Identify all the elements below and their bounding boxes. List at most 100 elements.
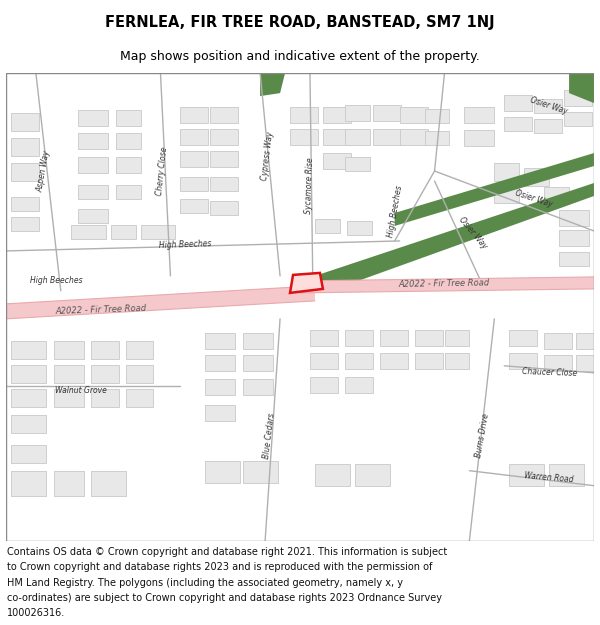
Bar	[91, 365, 119, 382]
Bar	[494, 163, 519, 181]
Text: A2022 - Fir Tree Road: A2022 - Fir Tree Road	[399, 279, 490, 289]
Bar	[11, 217, 39, 231]
Bar	[11, 113, 39, 131]
Bar	[54, 471, 84, 496]
Bar	[509, 464, 544, 486]
Bar	[345, 129, 370, 145]
Polygon shape	[300, 277, 594, 293]
Bar	[205, 461, 240, 482]
Bar	[116, 110, 140, 126]
Bar	[576, 355, 594, 371]
Bar	[181, 151, 208, 167]
Bar	[494, 187, 519, 203]
Bar	[211, 201, 238, 215]
Bar	[11, 471, 46, 496]
Bar	[509, 353, 537, 369]
Polygon shape	[6, 286, 315, 319]
Text: Contains OS data © Crown copyright and database right 2021. This information is : Contains OS data © Crown copyright and d…	[7, 547, 448, 557]
Bar	[11, 138, 39, 156]
Bar	[54, 389, 84, 407]
Text: Burns Drive: Burns Drive	[474, 413, 491, 459]
Bar	[373, 105, 401, 121]
Polygon shape	[300, 183, 594, 293]
Text: High Beeches: High Beeches	[29, 276, 82, 286]
Bar	[380, 353, 407, 369]
Bar	[400, 129, 428, 145]
Bar	[524, 168, 549, 186]
Bar	[243, 461, 278, 482]
Bar	[116, 133, 140, 149]
Bar	[505, 117, 532, 131]
Bar	[425, 109, 449, 123]
Bar	[211, 177, 238, 191]
Bar	[11, 341, 46, 359]
Text: to Crown copyright and database rights 2023 and is reproduced with the permissio: to Crown copyright and database rights 2…	[7, 562, 433, 572]
Bar	[345, 353, 373, 369]
Bar	[445, 330, 469, 346]
Bar	[78, 209, 107, 223]
Bar	[54, 365, 84, 382]
Bar	[91, 471, 125, 496]
Bar	[323, 129, 351, 145]
Bar	[415, 353, 443, 369]
Bar	[71, 225, 106, 239]
Bar	[564, 90, 592, 106]
Bar	[78, 185, 107, 199]
Bar	[549, 464, 584, 486]
Bar	[445, 353, 469, 369]
Polygon shape	[260, 73, 285, 96]
Bar	[564, 112, 592, 126]
Text: Osier Way: Osier Way	[529, 96, 569, 116]
Bar	[11, 197, 39, 211]
Bar	[345, 157, 370, 171]
Bar	[116, 157, 140, 173]
Text: High Beeches: High Beeches	[386, 184, 404, 238]
Bar	[91, 341, 119, 359]
Bar	[11, 445, 46, 462]
Bar	[380, 330, 407, 346]
Bar	[310, 377, 338, 392]
Text: Blue Cedars: Blue Cedars	[262, 412, 277, 459]
Bar	[345, 330, 373, 346]
Bar	[373, 129, 401, 145]
Bar	[576, 333, 594, 349]
Polygon shape	[569, 73, 594, 103]
Bar	[181, 107, 208, 123]
Text: Cherry Close: Cherry Close	[155, 146, 170, 196]
Bar	[534, 119, 562, 133]
Bar	[125, 365, 154, 382]
Bar	[205, 379, 235, 395]
Bar	[315, 464, 350, 486]
Bar	[11, 389, 46, 407]
Bar	[290, 107, 318, 123]
Bar	[400, 107, 428, 123]
Bar	[509, 330, 537, 346]
Bar	[559, 210, 589, 226]
Text: co-ordinates) are subject to Crown copyright and database rights 2023 Ordnance S: co-ordinates) are subject to Crown copyr…	[7, 593, 442, 603]
Polygon shape	[290, 273, 323, 293]
Text: High Beeches: High Beeches	[159, 239, 212, 251]
Text: Map shows position and indicative extent of the property.: Map shows position and indicative extent…	[120, 49, 480, 62]
Bar	[140, 225, 175, 239]
Bar	[78, 110, 107, 126]
Bar	[544, 355, 572, 371]
Bar	[78, 133, 107, 149]
Bar	[347, 221, 372, 235]
Bar	[243, 379, 273, 395]
Bar	[345, 105, 370, 121]
Bar	[116, 185, 140, 199]
Text: Osier Way: Osier Way	[457, 215, 488, 251]
Bar	[211, 151, 238, 167]
Bar	[243, 333, 273, 349]
Bar	[181, 177, 208, 191]
Bar	[559, 230, 589, 246]
Bar	[125, 389, 154, 407]
Bar	[211, 129, 238, 145]
Polygon shape	[395, 153, 594, 226]
Bar	[464, 130, 494, 146]
Text: Sycamore Rise: Sycamore Rise	[304, 158, 316, 214]
Bar	[355, 464, 389, 486]
Bar	[544, 333, 572, 349]
Bar	[181, 199, 208, 213]
Text: HM Land Registry. The polygons (including the associated geometry, namely x, y: HM Land Registry. The polygons (includin…	[7, 578, 403, 587]
